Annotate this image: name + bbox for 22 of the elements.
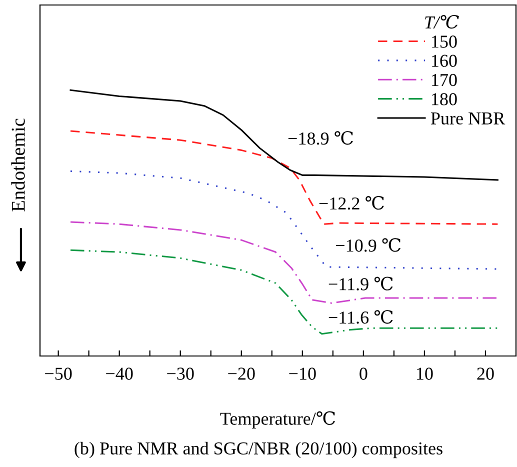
annotation: −11.9 ℃ [328,276,393,290]
x-tick-label: −40 [106,368,133,380]
legend-label: 160 [432,54,457,67]
legend-label: 170 [432,74,457,86]
x-tick-label: 0 [360,368,368,380]
annotation: −11.6 ℃ [328,310,393,324]
legend-title: T/℃ [425,14,459,29]
annotation: −10.9 ℃ [336,238,401,252]
x-axis-title: Temperature/℃ [220,411,336,429]
x-tick-label: −20 [228,368,255,380]
x-tick-label: −30 [167,368,194,380]
x-tick-label: −10 [289,368,316,380]
annotation: −18.9 ℃ [288,131,353,145]
text: (b) Pure NMR and SGC/NBR (20/100) composites [74,442,442,458]
x-tick-label: 10 [417,368,433,380]
annotation: −12.2 ℃ [319,196,384,210]
x-tick-label: 20 [477,368,494,380]
legend-label: 150 [432,36,457,48]
y-axis-title: Endothemic [11,118,25,212]
legend-label: Pure NBR [430,112,506,124]
x-tick-label: −50 [45,368,72,380]
legend-label: 180 [432,93,457,106]
